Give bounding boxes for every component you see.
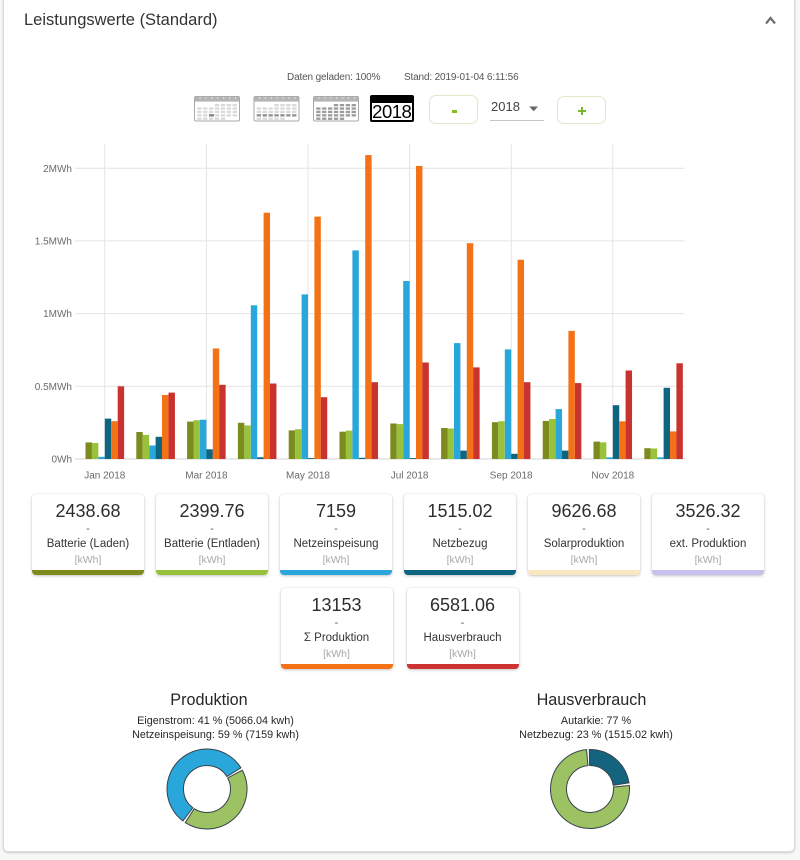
svg-text:1MWh: 1MWh — [43, 309, 72, 320]
svg-text:Jul 2018: Jul 2018 — [391, 471, 429, 482]
svg-text:0.5MWh: 0.5MWh — [35, 382, 72, 393]
svg-text:Nov 2018: Nov 2018 — [591, 471, 634, 482]
svg-text:1.5MWh: 1.5MWh — [35, 237, 72, 248]
svg-text:Sep 2018: Sep 2018 — [490, 471, 533, 482]
svg-text:Jan 2018: Jan 2018 — [84, 471, 126, 482]
svg-text:May 2018: May 2018 — [286, 471, 330, 482]
svg-text:Mar 2018: Mar 2018 — [185, 471, 228, 482]
svg-text:2MWh: 2MWh — [43, 164, 72, 175]
svg-text:0Wh: 0Wh — [51, 455, 72, 466]
